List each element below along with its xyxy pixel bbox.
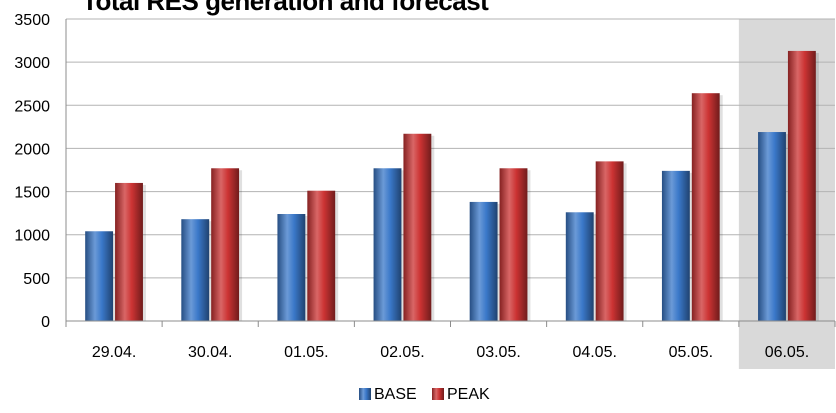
bar-peak: [787, 50, 816, 321]
bar-peak: [115, 182, 143, 321]
bar-peak: [403, 133, 432, 321]
x-tick-label: 02.05.: [380, 344, 424, 361]
y-tick-label: 3500: [14, 12, 50, 29]
x-tick-label: 06.05.: [765, 344, 809, 361]
x-tick-label: 30.04.: [188, 344, 232, 361]
y-tick-label: 0: [41, 314, 50, 331]
y-tick-label: 500: [23, 271, 50, 288]
x-tick-label: 05.05.: [669, 344, 713, 361]
y-tick-label: 3000: [14, 55, 50, 72]
bar-peak: [307, 190, 336, 321]
bar-base: [373, 168, 402, 321]
bar-peak: [211, 168, 240, 321]
y-tick-label: 2000: [14, 141, 50, 158]
bar-base: [565, 212, 594, 321]
chart-title: Total RES generation and forecast: [82, 0, 489, 16]
x-tick-label: 03.05.: [476, 344, 520, 361]
y-tick-label: 2500: [14, 98, 50, 115]
bar-peak: [691, 93, 720, 321]
x-tick-label: 04.05.: [572, 344, 616, 361]
bar-base: [181, 219, 210, 321]
x-tick-label: 29.04.: [92, 344, 136, 361]
highlight-band: [738, 19, 835, 369]
bar-peak: [595, 161, 624, 321]
x-tick-label: 01.05.: [284, 344, 328, 361]
bar-peak: [499, 168, 528, 321]
y-tick-label: 1000: [14, 228, 50, 245]
y-tick-label: 1500: [14, 185, 50, 202]
legend-swatch-base: [359, 388, 371, 400]
legend-label-peak: PEAK: [447, 386, 490, 403]
bar-base: [758, 132, 786, 321]
bar-base: [469, 201, 498, 321]
bar-base: [661, 170, 690, 321]
legend-swatch-peak: [432, 388, 444, 400]
legend-label-base: BASE: [374, 386, 417, 403]
bar-base: [277, 214, 306, 321]
bar-base: [85, 231, 114, 321]
